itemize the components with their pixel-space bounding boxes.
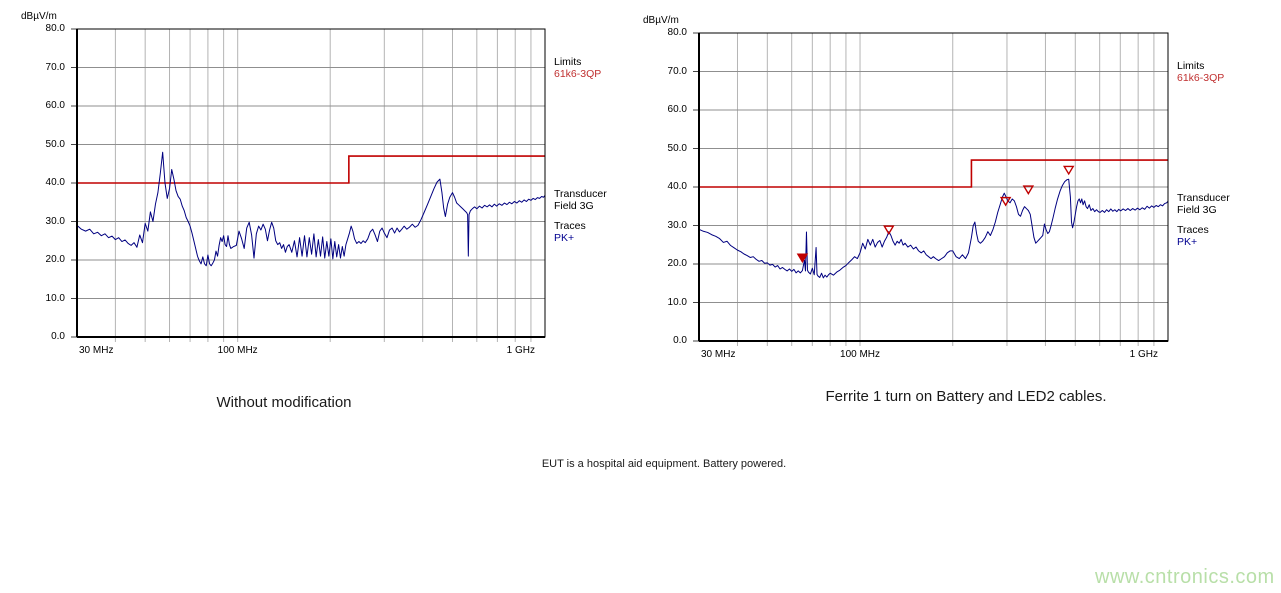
emission-trace	[698, 178, 1169, 279]
x-tick-label: 30 MHz	[79, 345, 114, 356]
note-text: EUT is a hospital aid equipment. Battery…	[541, 458, 787, 470]
y-tick-label: 30.0	[45, 215, 65, 227]
y-tick-label: 10.0	[667, 296, 687, 308]
y-axis-unit-label: dBµV/m	[643, 15, 679, 26]
y-tick-label: 20.0	[667, 258, 687, 269]
y-tick-label: 50.0	[45, 138, 65, 150]
x-tick-label: 1 GHz	[1129, 349, 1158, 360]
qp-marker	[883, 225, 895, 235]
legend-trace-name: PK+	[554, 232, 575, 244]
y-tick-label: 0.0	[51, 331, 65, 342]
x-tick-label: 100 MHz	[217, 345, 258, 356]
y-tick-label: 20.0	[45, 254, 65, 265]
y-tick-label: 10.0	[45, 292, 65, 304]
legend-limits-title: Limits	[1177, 60, 1205, 72]
emc-chart-panel-without-modification: dBµV/m 80.0 70.0 60.0 50.0 40.0 30.0 20.0 10.0 0.…	[0, 0, 660, 420]
qp-marker	[796, 253, 809, 264]
chart-caption: Without modification	[216, 394, 352, 411]
limit-line	[699, 159, 1168, 188]
y-tick-label: 40.0	[667, 181, 687, 192]
y-axis-unit-label: dBµV/m	[21, 11, 57, 22]
y-tick-label: 30.0	[667, 219, 687, 231]
legend-limit-name: 61k6-3QP	[554, 68, 602, 80]
y-tick-label: 60.0	[45, 100, 65, 111]
qp-marker	[999, 196, 1012, 207]
y-tick-label: 0.0	[673, 335, 687, 346]
y-tick-label: 50.0	[667, 142, 687, 154]
legend-limits-title: Limits	[554, 56, 582, 68]
qp-marker	[1022, 185, 1035, 195]
legend-transducer-title: Transducer	[554, 188, 607, 200]
chart-caption: Ferrite 1 turn on Battery and LED2 cable…	[825, 388, 1107, 405]
emission-trace	[76, 151, 546, 267]
x-tick-label: 100 MHz	[840, 349, 881, 360]
legend-transducer-title: Transducer	[1177, 192, 1230, 204]
legend-traces-title: Traces	[554, 220, 586, 232]
y-tick-label: 70.0	[667, 65, 687, 77]
plot-area	[693, 32, 1169, 346]
legend-trace-name: PK+	[1177, 236, 1198, 248]
x-tick-label: 1 GHz	[506, 345, 535, 356]
plot-area	[71, 28, 546, 342]
watermark-text: www.cntronics.com	[1095, 566, 1275, 588]
y-tick-label: 80.0	[45, 23, 65, 34]
limit-line	[77, 155, 545, 184]
y-tick-label: 40.0	[45, 177, 65, 188]
legend-transducer-name: Field 3G	[1177, 204, 1217, 216]
legend-transducer-name: Field 3G	[554, 200, 594, 212]
y-tick-label: 60.0	[667, 104, 687, 115]
y-tick-label: 70.0	[45, 61, 65, 73]
y-tick-label: 80.0	[667, 27, 687, 38]
legend-traces-title: Traces	[1177, 224, 1209, 236]
qp-marker	[1062, 165, 1075, 176]
legend-limit-name: 61k6-3QP	[1177, 72, 1225, 84]
x-tick-label: 30 MHz	[701, 349, 736, 360]
emc-chart-panel-ferrite: dBµV/m 80.0 70.0 60.0 50.0 40.0 30.0 20.0 10.0 0.…	[643, 15, 1230, 405]
